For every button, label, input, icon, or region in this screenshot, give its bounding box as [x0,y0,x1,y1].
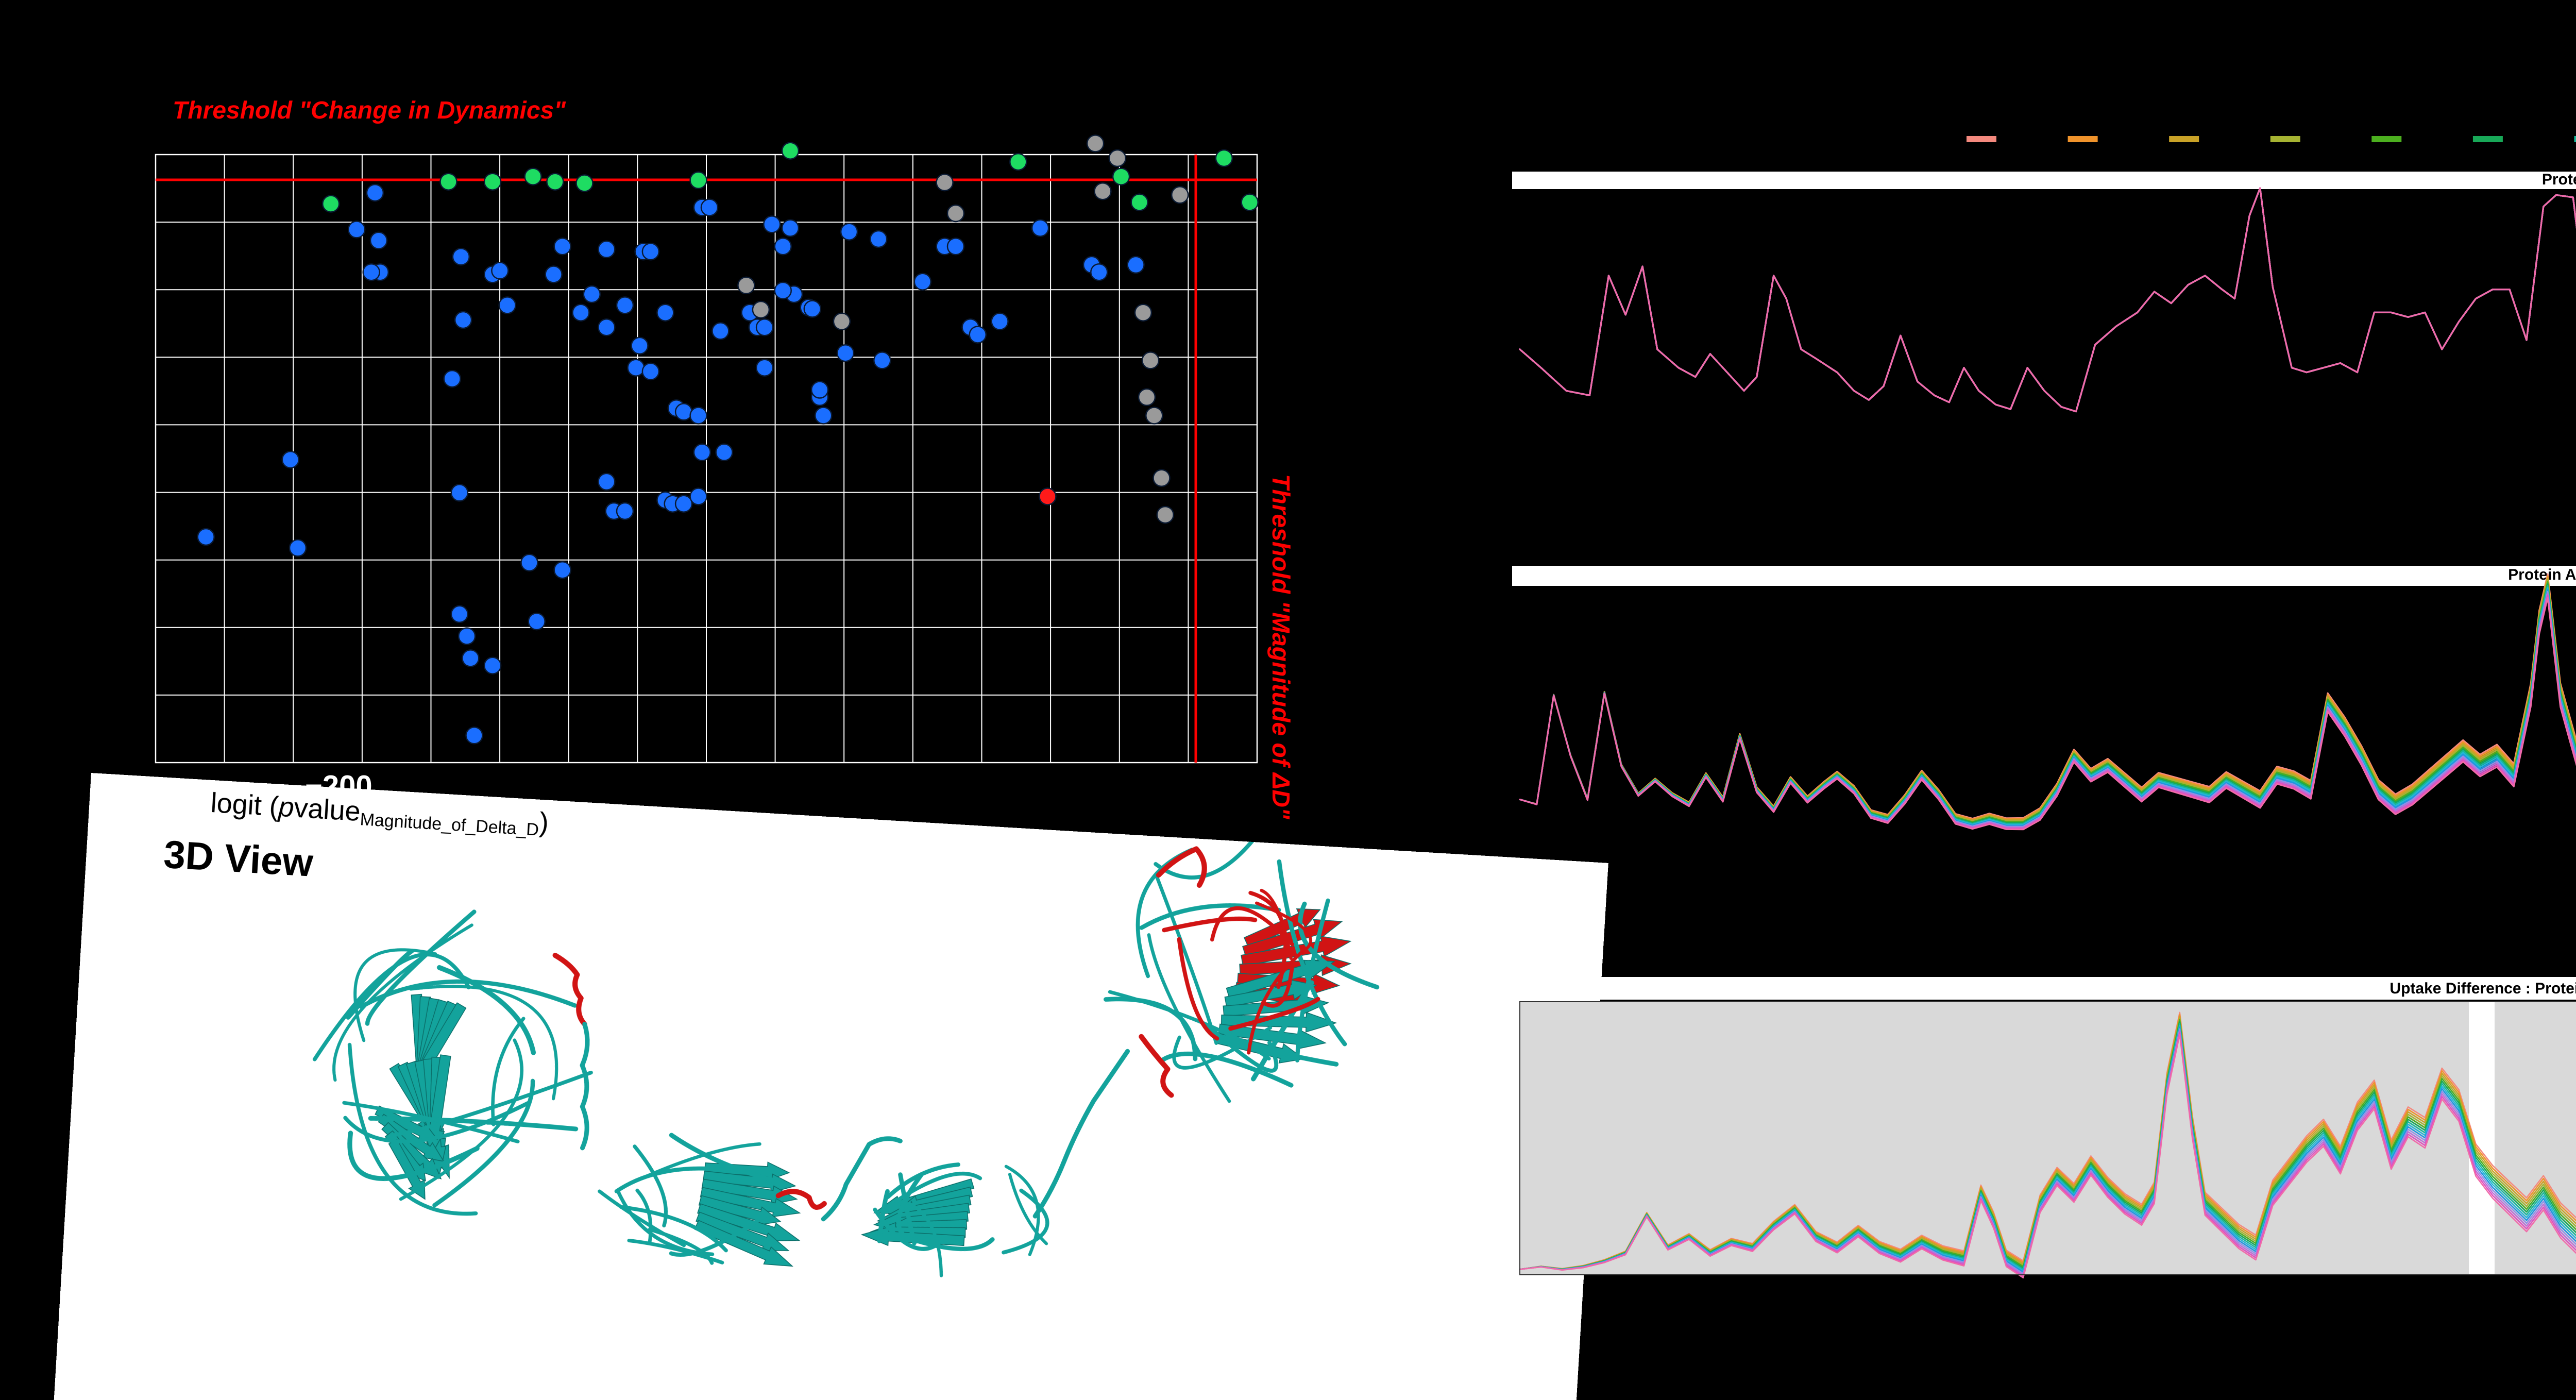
svg-text:Uptake Difference : Protein A: Uptake Difference : Protein A - (Protein… [2389,980,2576,997]
svg-text:Protein A: Protein A [2542,171,2576,188]
svg-text:Threshold "Magnitude of ΔD": Threshold "Magnitude of ΔD" [1267,474,1294,820]
svg-text:Threshold "Change in Dynamics": Threshold "Change in Dynamics" [173,97,566,124]
svg-text:Protein A + Ligand: Protein A + Ligand [2508,566,2576,583]
